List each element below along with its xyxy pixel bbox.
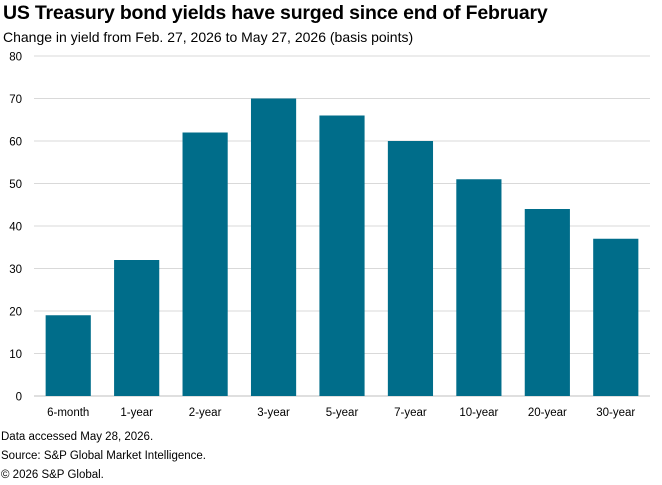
- bar-5-year: [319, 115, 365, 396]
- y-tick-label: 60: [9, 137, 22, 149]
- y-axis-tick-labels: 0 10 20 30 40 50 60 70 80: [9, 52, 22, 404]
- bar-10-year: [456, 179, 502, 396]
- y-tick-label: 30: [9, 264, 22, 276]
- footnote-copyright: © 2026 S&P Global.: [1, 469, 104, 481]
- bar-6-month: [45, 315, 91, 396]
- chart-title: US Treasury bond yields have surged sinc…: [3, 2, 548, 24]
- y-tick-label: 10: [9, 349, 22, 361]
- bars: [45, 98, 639, 396]
- x-tick-label: 30-year: [596, 407, 635, 419]
- x-tick-label: 7-year: [394, 407, 427, 419]
- y-tick-label: 70: [9, 94, 22, 106]
- chart-subtitle: Change in yield from Feb. 27, 2026 to Ma…: [3, 29, 414, 45]
- y-tick-label: 0: [16, 392, 22, 404]
- footnote-data-accessed: Data accessed May 28, 2026.: [1, 431, 154, 443]
- bar-1-year: [114, 260, 160, 396]
- x-tick-label: 1-year: [120, 407, 153, 419]
- bar-7-year: [387, 141, 434, 396]
- bar-chart: 0 10 20 30 40 50 60 70 80 6-month 1-year 2-year 3-y…: [9, 52, 650, 419]
- footnotes: Data accessed May 28, 2026. Source: S&P …: [1, 428, 206, 485]
- x-tick-label: 3-year: [257, 407, 290, 419]
- y-tick-label: 50: [9, 179, 22, 191]
- x-tick-label: 10-year: [459, 407, 498, 419]
- bar-30-year: [593, 238, 639, 396]
- y-tick-label: 80: [9, 52, 22, 64]
- y-tick-label: 40: [9, 222, 22, 234]
- bar-2-year: [182, 132, 228, 396]
- x-tick-label: 20-year: [528, 407, 567, 419]
- y-tick-label: 20: [9, 307, 22, 319]
- bar-20-year: [524, 209, 570, 396]
- x-tick-label: 2-year: [189, 407, 222, 419]
- x-tick-label: 5-year: [326, 407, 359, 419]
- bar-3-year: [250, 98, 297, 396]
- footnote-source: Source: S&P Global Market Intelligence.: [1, 450, 206, 462]
- x-tick-label: 6-month: [47, 407, 89, 419]
- x-axis-tick-labels: 6-month 1-year 2-year 3-year 5-year 7-year 10-…: [47, 407, 635, 419]
